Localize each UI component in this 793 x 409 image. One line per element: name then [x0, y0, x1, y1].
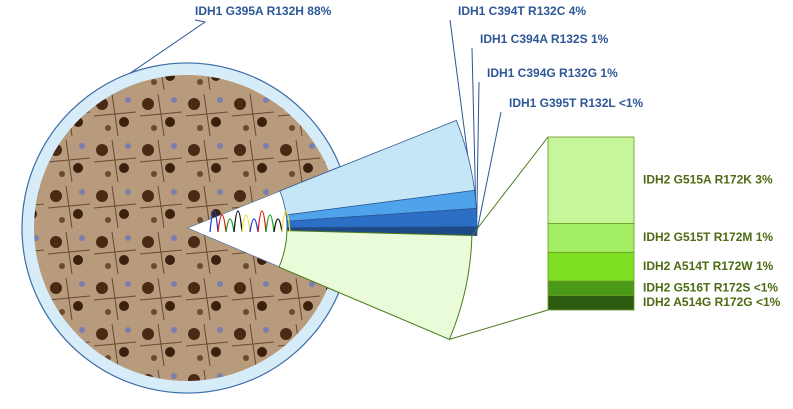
- value-label: <1%: [756, 295, 781, 309]
- data-label: IDH1 G395T R132L <1%: [509, 96, 644, 110]
- connector: [449, 309, 549, 340]
- value-label: 1%: [591, 32, 609, 46]
- value-label: 3%: [755, 172, 773, 186]
- value-label: 1%: [756, 230, 774, 244]
- category-label: IDH1 C394T R132C: [458, 4, 566, 18]
- data-label: IDH2 A514T R172W 1%: [643, 259, 774, 273]
- trace-peak: [273, 218, 283, 233]
- value-label: 1%: [600, 66, 618, 80]
- bar-segment: [547, 223, 635, 253]
- data-label: IDH2 G515T R172M 1%: [643, 230, 773, 244]
- category-label: IDH2 G515A R172K: [643, 172, 752, 186]
- trace-peak: [217, 214, 227, 233]
- category-label: IDH2 A514T R172W: [643, 259, 753, 273]
- category-label: IDH1 C394A R132S: [480, 32, 588, 46]
- category-label: IDH2 G515T R172M: [643, 230, 752, 244]
- leader-line: [130, 19, 207, 74]
- data-label: IDH1 G395A R132H 88%: [195, 4, 332, 18]
- data-label: IDH1 C394A R132S 1%: [480, 32, 609, 46]
- trace-peak: [265, 214, 275, 233]
- breakdown-wedge: [278, 230, 473, 341]
- category-label: IDH1 G395A R132H: [195, 4, 304, 18]
- pie-slice-image: [33, 75, 330, 382]
- bar-segment: [547, 295, 635, 311]
- bar-segment: [547, 251, 635, 282]
- trace-peak: [233, 210, 243, 233]
- category-label: IDH1 C394G R132G: [487, 66, 597, 80]
- data-label: IDH2 G516T R172S <1%: [643, 281, 778, 295]
- bar-segment: [547, 280, 635, 296]
- plot: IDH1 G395A R132H 88% IDH1 C394T R132C 4%I…: [21, 4, 781, 394]
- trace-peak: [257, 210, 267, 233]
- trace-peak: [249, 218, 259, 233]
- value-label: 4%: [569, 4, 587, 18]
- value-label: <1%: [754, 281, 779, 295]
- leader-line: [476, 111, 502, 232]
- category-label: IDH1 G395T R132L: [509, 96, 616, 110]
- category-label: IDH2 G516T R172S: [643, 281, 750, 295]
- leader-line: [449, 19, 469, 155]
- trace-peak: [281, 210, 291, 233]
- data-label: IDH2 A514G R172G <1%: [643, 295, 781, 309]
- leader-line: [476, 81, 480, 218]
- connector: [471, 136, 549, 236]
- leader-line: [471, 47, 477, 200]
- value-label: 88%: [307, 4, 331, 18]
- trace-peak: [209, 210, 219, 233]
- data-label: IDH1 C394T R132C 4%: [458, 4, 586, 18]
- trace-peak: [241, 214, 251, 233]
- data-label: IDH2 G515A R172K 3%: [643, 172, 773, 186]
- trace-peak: [225, 218, 235, 233]
- bar-segment: [547, 136, 635, 224]
- value-label: 1%: [756, 259, 774, 273]
- category-label: IDH2 A514G R172G: [643, 295, 753, 309]
- data-label: IDH1 C394G R132G 1%: [487, 66, 618, 80]
- pie-slice: [286, 226, 478, 237]
- value-label: <1%: [619, 96, 644, 110]
